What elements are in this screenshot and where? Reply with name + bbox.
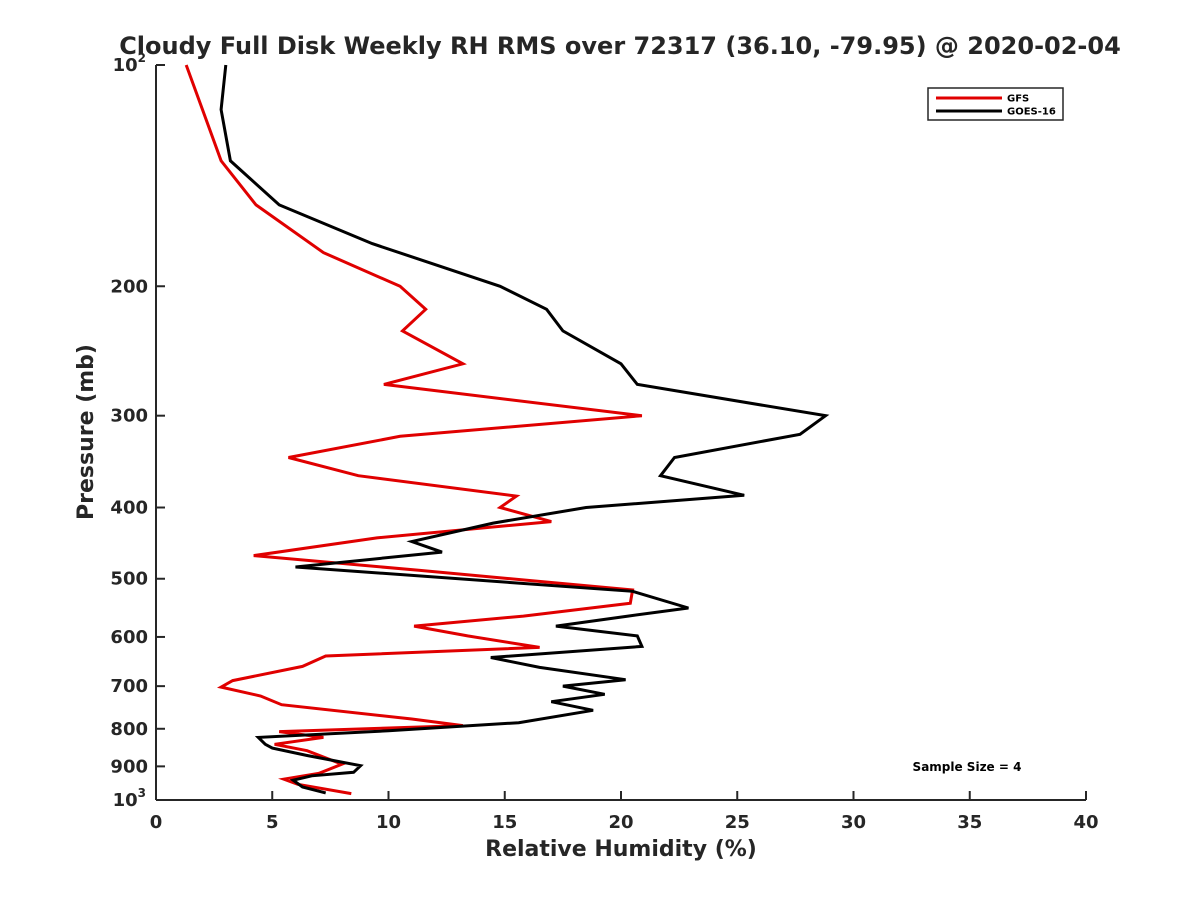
x-tick-label: 0 (150, 812, 163, 833)
y-tick-label: 600 (110, 627, 148, 648)
x-tick-label: 5 (266, 812, 279, 833)
x-tick-label: 35 (957, 812, 982, 833)
y-tick-label: 500 (110, 569, 148, 590)
y-axis-label: Pressure (mb) (74, 344, 99, 520)
y-tick-label: 200 (110, 276, 148, 297)
x-tick-label: 10 (376, 812, 401, 833)
x-ticks: 0 5 10 15 20 25 30 35 40 (150, 791, 1099, 833)
y-tick-label: 103 (113, 786, 146, 811)
legend-label-goes-16: GOES-16 (1007, 107, 1056, 118)
y-ticks: 102 200 300 400 500 600 700 800 900 103 (110, 51, 165, 811)
axes (155, 65, 1086, 801)
x-tick-label: 20 (608, 812, 633, 833)
sample-size-annotation: Sample Size = 4 (913, 760, 1022, 774)
series-line-goes-16 (219, 64, 830, 795)
x-tick-label: 40 (1073, 812, 1098, 833)
legend-label-gfs: GFS (1007, 94, 1029, 105)
x-tick-label: 15 (492, 812, 517, 833)
y-tick-label: 400 (110, 498, 148, 519)
x-tick-label: 25 (725, 812, 750, 833)
legend: GFS GOES-16 (927, 87, 1064, 121)
chart-title: Cloudy Full Disk Weekly RH RMS over 7231… (119, 32, 1121, 60)
y-tick-label: 700 (110, 676, 148, 697)
y-tick-label: 800 (110, 719, 148, 740)
x-axis-label: Relative Humidity (%) (485, 837, 757, 862)
y-tick-label: 102 (113, 51, 146, 76)
x-tick-label: 30 (841, 812, 866, 833)
y-tick-label: 300 (110, 406, 148, 427)
legend-box (927, 87, 1064, 121)
series-line-gfs (184, 64, 643, 796)
series-layer (184, 64, 830, 796)
y-tick-label: 900 (110, 756, 148, 777)
